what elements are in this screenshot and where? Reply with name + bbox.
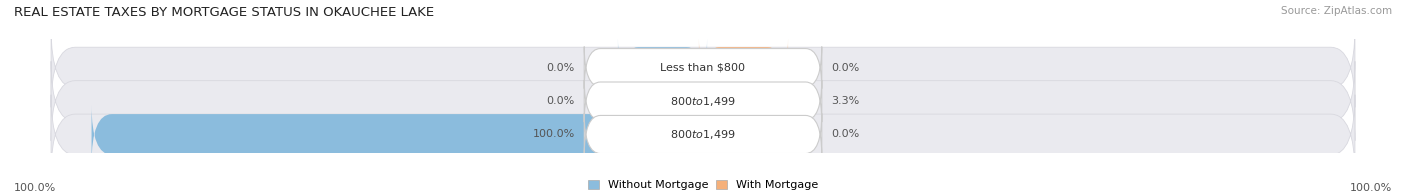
Text: 100.0%: 100.0% bbox=[14, 183, 56, 193]
Text: 3.3%: 3.3% bbox=[831, 96, 859, 106]
Text: 0.0%: 0.0% bbox=[547, 63, 575, 73]
Text: REAL ESTATE TAXES BY MORTGAGE STATUS IN OKAUCHEE LAKE: REAL ESTATE TAXES BY MORTGAGE STATUS IN … bbox=[14, 6, 434, 19]
Text: 0.0%: 0.0% bbox=[547, 96, 575, 106]
FancyBboxPatch shape bbox=[585, 113, 821, 156]
FancyBboxPatch shape bbox=[699, 38, 787, 97]
FancyBboxPatch shape bbox=[585, 47, 821, 89]
FancyBboxPatch shape bbox=[91, 105, 707, 164]
FancyBboxPatch shape bbox=[699, 105, 787, 164]
FancyBboxPatch shape bbox=[51, 28, 1355, 107]
Text: $800 to $1,499: $800 to $1,499 bbox=[671, 128, 735, 141]
Text: 0.0%: 0.0% bbox=[831, 63, 859, 73]
Text: 0.0%: 0.0% bbox=[831, 130, 859, 140]
FancyBboxPatch shape bbox=[619, 38, 707, 97]
Text: 100.0%: 100.0% bbox=[1350, 183, 1392, 193]
Text: 100.0%: 100.0% bbox=[533, 130, 575, 140]
FancyBboxPatch shape bbox=[699, 71, 727, 131]
Legend: Without Mortgage, With Mortgage: Without Mortgage, With Mortgage bbox=[588, 180, 818, 191]
FancyBboxPatch shape bbox=[585, 80, 821, 122]
Text: $800 to $1,499: $800 to $1,499 bbox=[671, 94, 735, 108]
Text: Source: ZipAtlas.com: Source: ZipAtlas.com bbox=[1281, 6, 1392, 16]
FancyBboxPatch shape bbox=[51, 95, 1355, 174]
FancyBboxPatch shape bbox=[51, 61, 1355, 141]
FancyBboxPatch shape bbox=[619, 71, 707, 131]
Text: Less than $800: Less than $800 bbox=[661, 63, 745, 73]
